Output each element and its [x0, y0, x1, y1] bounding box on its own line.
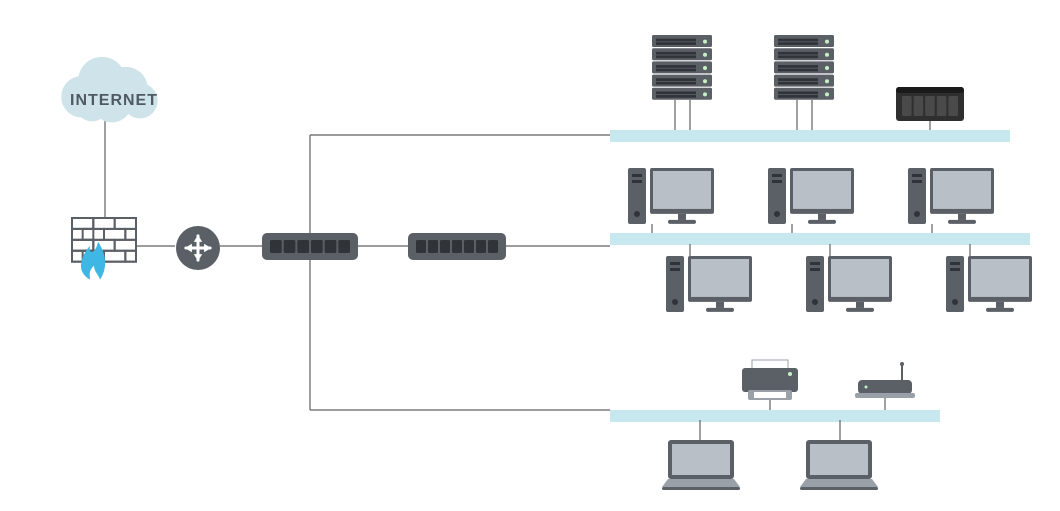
server-rack-icon	[774, 35, 834, 100]
server-rack-icon	[652, 35, 712, 100]
laptop-icon	[800, 440, 878, 490]
nas-icon	[896, 87, 964, 121]
bar-misc	[610, 410, 940, 422]
laptop-icon	[662, 440, 740, 490]
bar-servers	[610, 130, 1010, 142]
switch-icon	[408, 233, 506, 260]
bar-workstations	[610, 233, 1030, 245]
network-diagram: INTERNET	[0, 0, 1060, 511]
router-icon	[176, 226, 220, 270]
switch-icon	[262, 233, 358, 260]
cloud-label: INTERNET	[70, 92, 158, 109]
